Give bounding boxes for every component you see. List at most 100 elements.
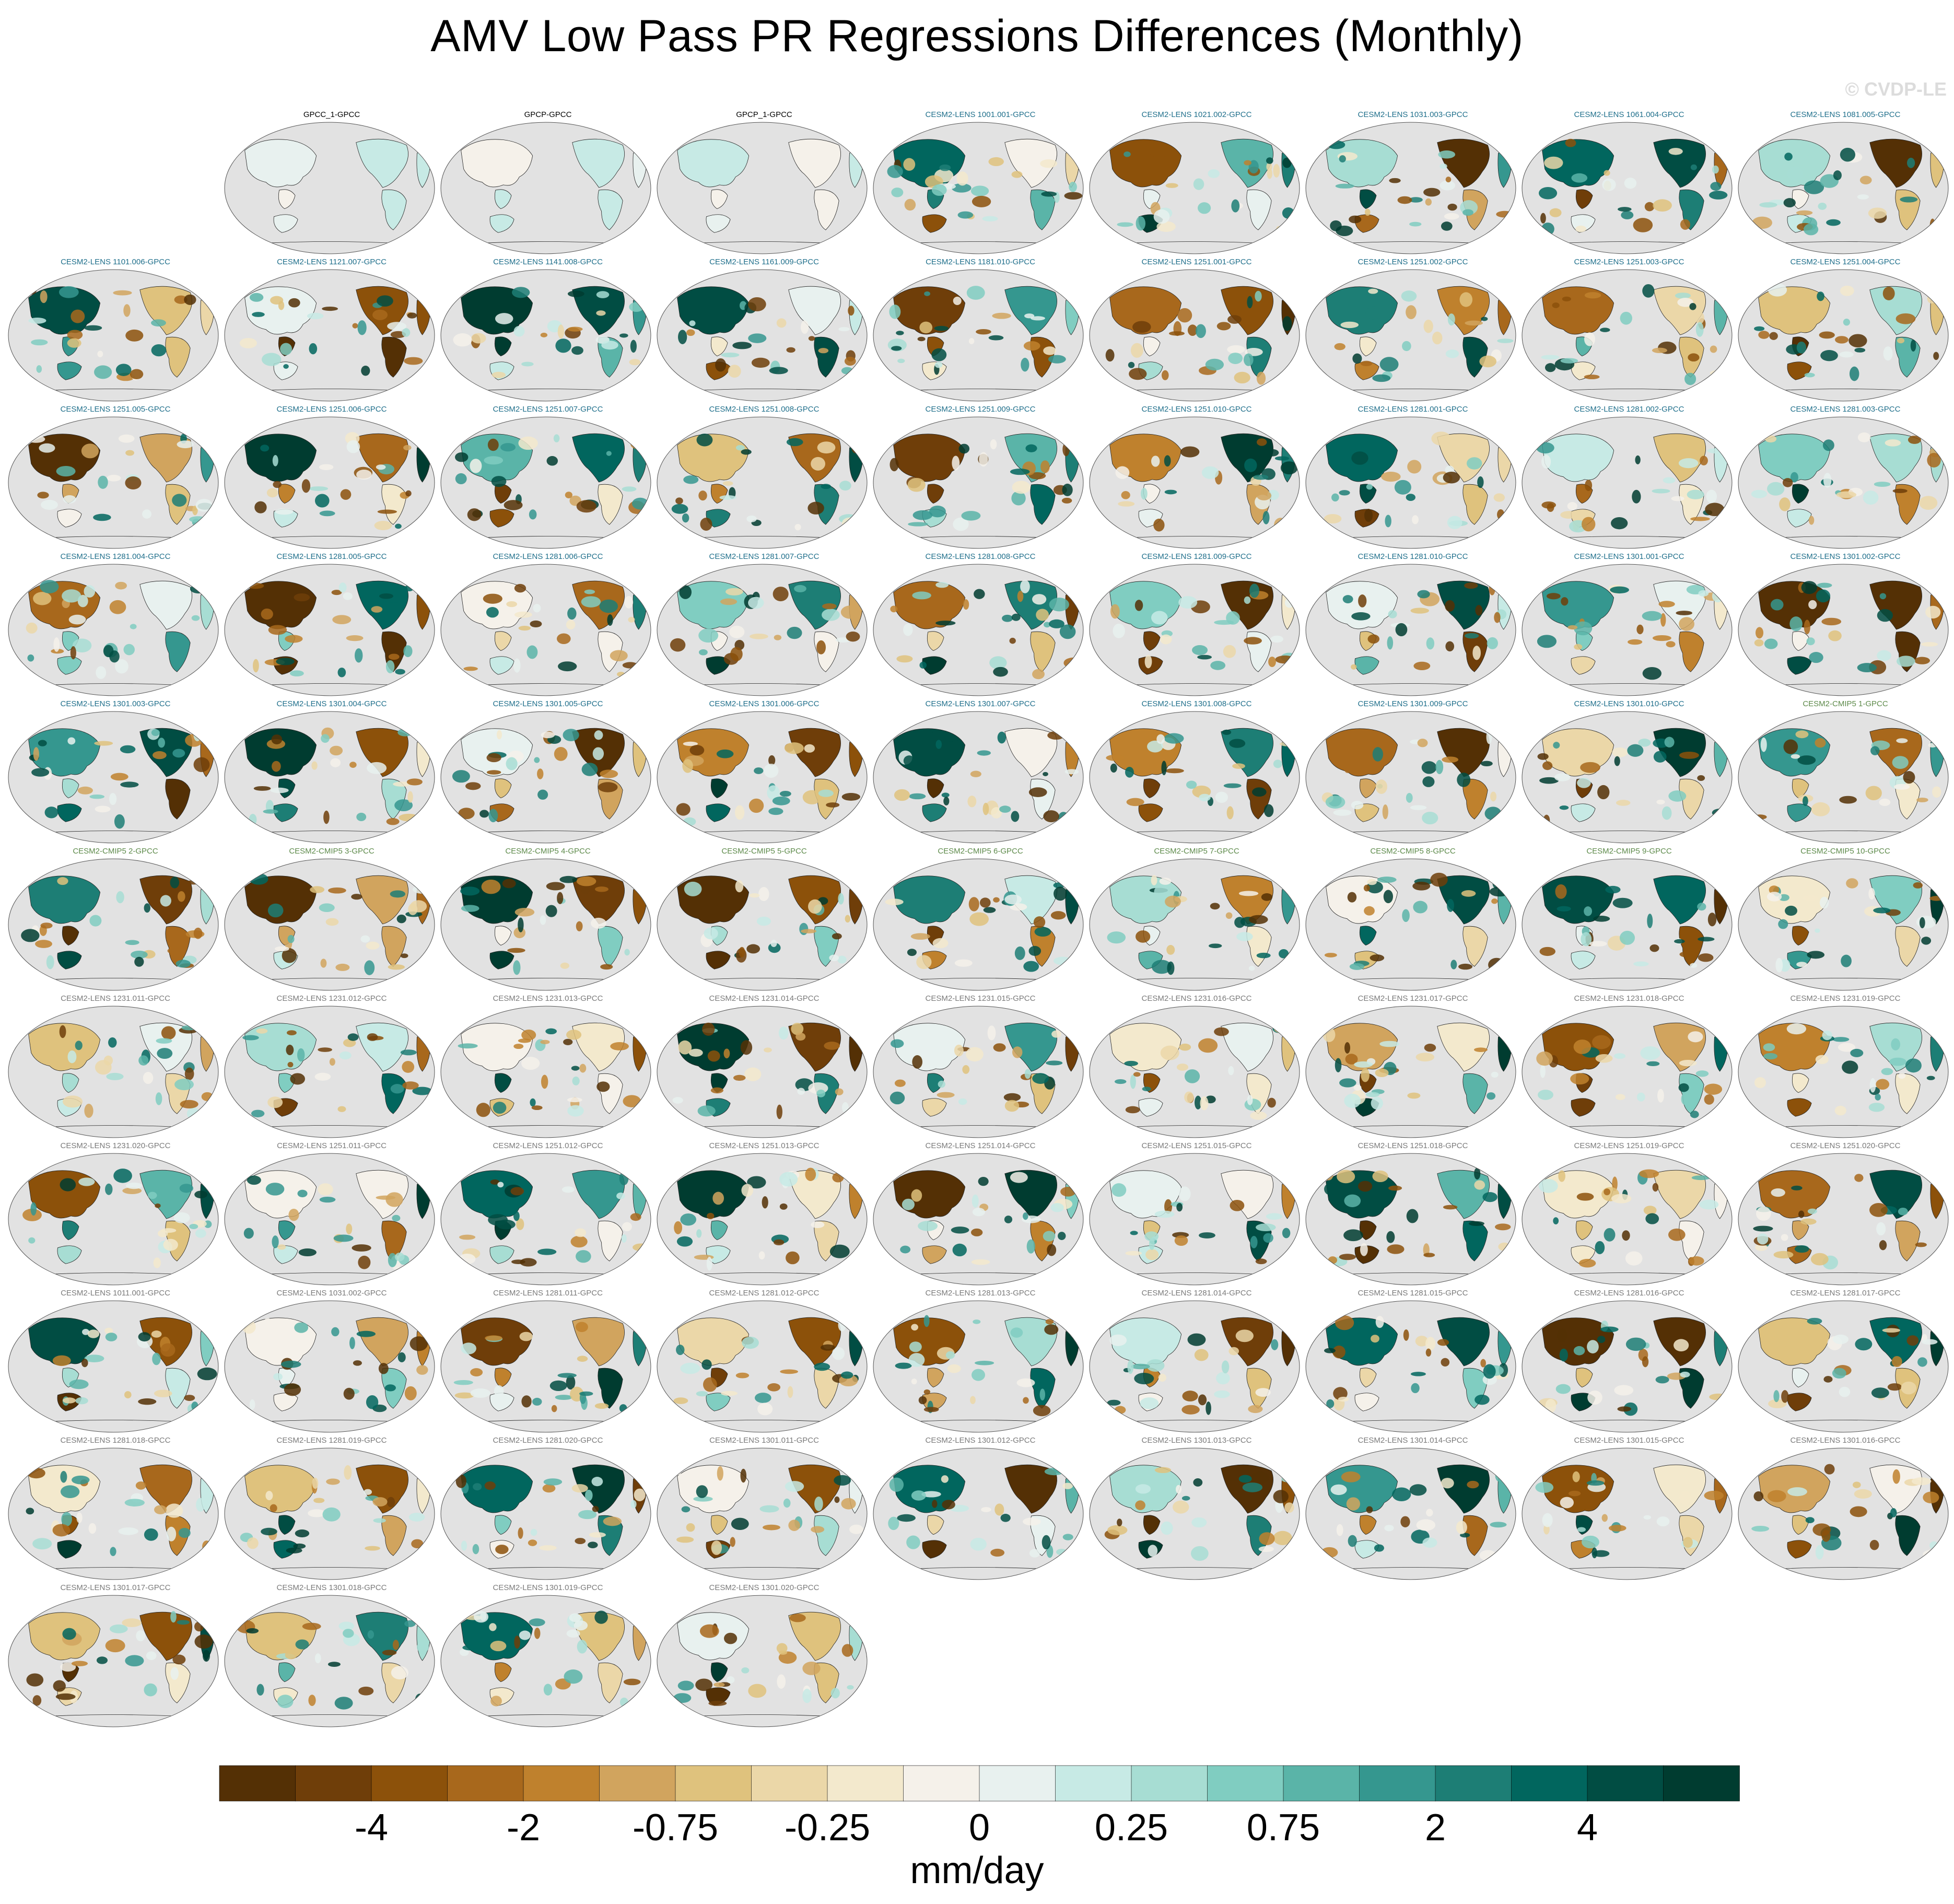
colorbar-tick-label: 4	[1576, 1807, 1598, 1849]
anomaly-patch	[189, 1224, 198, 1229]
anomaly-patch	[266, 488, 278, 498]
anomaly-patch	[924, 291, 930, 296]
anomaly-patch	[779, 1203, 788, 1210]
panel-label: CESM2-LENS 1021.002-GPCC	[1141, 110, 1252, 119]
map-panel: CESM2-LENS 1281.005-GPCC	[224, 552, 440, 698]
continent-shape	[1542, 1170, 1614, 1219]
anomaly-patch	[802, 790, 822, 804]
anomaly-patch	[624, 595, 634, 609]
anomaly-patch	[1206, 1401, 1211, 1415]
anomaly-patch	[740, 1468, 747, 1483]
anomaly-patch	[1545, 363, 1556, 372]
anomaly-patch	[1582, 1535, 1599, 1549]
map-panel: CESM2-LENS 1281.010-GPCC	[1305, 552, 1521, 698]
continent-shape	[1869, 433, 1922, 483]
continent-shape	[1004, 286, 1057, 335]
anomaly-patch	[1768, 283, 1787, 297]
anomaly-patch	[889, 1477, 904, 1492]
continent-shape	[244, 139, 317, 188]
anomaly-patch	[1164, 489, 1177, 495]
anomaly-patch	[1618, 207, 1632, 212]
anomaly-patch	[1542, 761, 1553, 770]
anomaly-patch	[814, 1497, 823, 1511]
continent-shape	[1792, 1368, 1809, 1388]
continent-shape	[139, 1170, 192, 1219]
map-panel: CESM2-LENS 1281.002-GPCC	[1521, 404, 1737, 551]
anomaly-patch	[563, 1038, 573, 1045]
anomaly-patch	[822, 603, 837, 610]
anomaly-patch	[1821, 617, 1842, 626]
anomaly-patch	[243, 1228, 254, 1239]
ocean-background	[1306, 270, 1516, 401]
anomaly-patch	[1331, 493, 1339, 502]
anomaly-patch	[1225, 912, 1233, 919]
anomaly-patch	[778, 1026, 789, 1040]
map-panel: CESM2-LENS 1301.010-GPCC	[1521, 699, 1737, 845]
anomaly-patch	[1642, 667, 1662, 680]
continent-shape	[278, 484, 296, 504]
continent-shape	[1359, 336, 1377, 357]
panel-label: CESM2-LENS 1301.008-GPCC	[1141, 699, 1252, 708]
map-panel: CESM2-LENS 1281.015-GPCC	[1305, 1288, 1521, 1434]
colorbar-units: mm/day	[910, 1850, 1044, 1891]
colorbar-swatch	[1663, 1765, 1740, 1802]
anomaly-patch	[405, 490, 412, 497]
anomaly-patch	[696, 1391, 708, 1397]
anomaly-patch	[404, 585, 414, 592]
continent-shape	[598, 484, 623, 525]
anomaly-patch	[1843, 319, 1850, 326]
anomaly-patch	[1789, 616, 1803, 632]
anomaly-patch	[1412, 881, 1431, 891]
anomaly-patch	[289, 670, 304, 676]
map-panel: CESM2-CMIP5 1-GPCC	[1737, 699, 1953, 845]
anomaly-patch	[677, 1680, 694, 1691]
anomaly-patch	[1495, 286, 1512, 295]
anomaly-patch	[1553, 1217, 1559, 1225]
panel-label: CESM2-LENS 1141.008-GPCC	[493, 258, 603, 266]
anomaly-patch	[541, 1074, 548, 1089]
map-border	[1305, 416, 1516, 549]
anomaly-patch	[1890, 1508, 1897, 1517]
anomaly-patch	[1247, 1095, 1253, 1105]
anomaly-patch	[178, 1527, 191, 1538]
world-map	[1089, 711, 1300, 844]
anomaly-patch	[491, 476, 507, 487]
anomaly-patch	[1652, 635, 1671, 641]
anomaly-patch	[1389, 178, 1401, 183]
world-map	[440, 1006, 651, 1138]
anomaly-patch	[571, 1066, 580, 1071]
anomaly-patch	[1184, 1091, 1194, 1103]
anomaly-patch	[1187, 324, 1198, 336]
continent-shape	[1462, 778, 1488, 820]
continent-shape	[1542, 139, 1614, 188]
anomaly-patch	[787, 1386, 793, 1398]
anomaly-patch	[270, 787, 289, 793]
anomaly-patch	[1263, 1233, 1273, 1243]
anomaly-patch	[1541, 355, 1560, 360]
anomaly-patch	[322, 1507, 341, 1522]
anomaly-patch	[1388, 610, 1397, 618]
continent-shape	[1138, 803, 1163, 822]
anomaly-patch	[1559, 1348, 1568, 1362]
map-panel: CESM2-LENS 1231.015-GPCC	[872, 994, 1089, 1140]
anomaly-patch	[340, 489, 352, 500]
anomaly-patch	[1023, 341, 1040, 351]
anomaly-patch	[114, 814, 125, 829]
anomaly-patch	[1345, 1054, 1358, 1065]
panel-label: CESM2-LENS 1301.016-GPCC	[1790, 1436, 1901, 1445]
anomaly-patch	[1200, 1096, 1209, 1111]
world-map	[1089, 1153, 1300, 1286]
anomaly-patch	[733, 1074, 746, 1081]
anomaly-patch	[970, 1537, 987, 1551]
ocean-background	[441, 1153, 651, 1285]
anomaly-patch	[567, 607, 577, 620]
anomaly-patch	[726, 588, 743, 595]
anomaly-patch	[1262, 511, 1270, 524]
anomaly-patch	[1195, 1095, 1202, 1109]
continent-shape	[494, 926, 512, 946]
panel-label: CESM2-LENS 1231.014-GPCC	[709, 994, 820, 1003]
map-panel: CESM2-LENS 1161.009-GPCC	[656, 257, 872, 403]
anomaly-patch	[72, 638, 92, 653]
world-map	[1738, 711, 1949, 844]
anomaly-patch	[630, 1500, 637, 1509]
